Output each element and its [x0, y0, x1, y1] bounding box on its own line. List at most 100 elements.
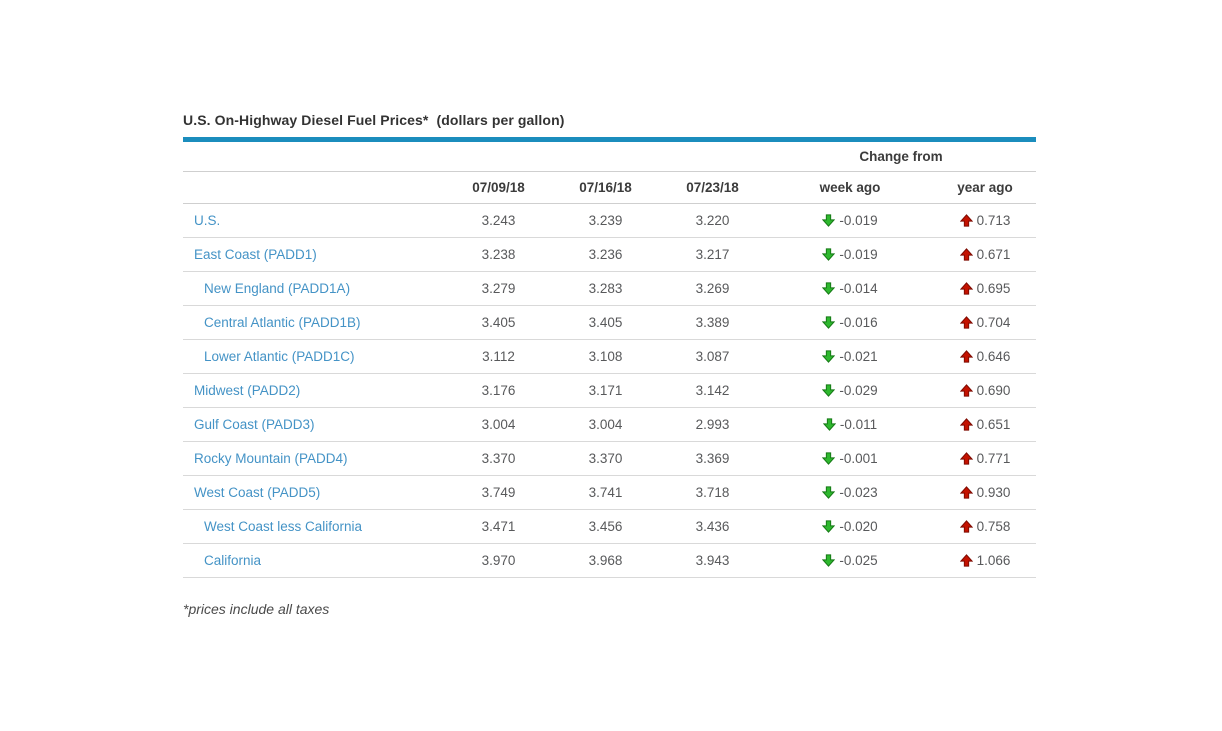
- down-arrow-icon: [822, 485, 836, 499]
- change-value: -0.014: [839, 280, 878, 296]
- up-arrow-icon: [959, 519, 973, 533]
- week-change-cell: -0.023: [766, 475, 934, 510]
- down-arrow-icon: [822, 213, 836, 227]
- up-arrow-icon: [959, 315, 973, 329]
- region-link[interactable]: Central Atlantic (PADD1B): [204, 314, 361, 330]
- diesel-price-table: Change from 07/09/18 07/16/18 07/23/18 w…: [183, 142, 1037, 578]
- up-arrow-icon: [959, 383, 973, 397]
- region-link[interactable]: East Coast (PADD1): [194, 246, 317, 262]
- region-cell: Central Atlantic (PADD1B): [183, 305, 445, 340]
- up-arrow-icon: [959, 213, 973, 227]
- price-cell: 3.176: [445, 373, 552, 408]
- region-link[interactable]: West Coast (PADD5): [194, 484, 321, 500]
- region-link[interactable]: Lower Atlantic (PADD1C): [204, 348, 355, 364]
- table-row: West Coast (PADD5) 3.749 3.741 3.718 -0.023 0…: [183, 475, 1037, 510]
- date-header: 07/23/18: [659, 171, 766, 204]
- change-value: -0.019: [839, 246, 878, 262]
- table-row: California 3.970 3.968 3.943 -0.025 1.066: [183, 543, 1037, 578]
- price-cell: 3.239: [552, 203, 659, 238]
- change-value: -0.025: [839, 552, 878, 568]
- price-cell: 3.741: [552, 475, 659, 510]
- down-arrow-icon: [822, 349, 836, 363]
- change-value: -0.011: [839, 416, 878, 432]
- change-value: 0.651: [976, 416, 1011, 432]
- change-value: 0.646: [976, 348, 1011, 364]
- region-cell: New England (PADD1A): [183, 271, 445, 306]
- page-title: U.S. On-Highway Diesel Fuel Prices* (doll…: [183, 112, 1036, 128]
- region-link[interactable]: U.S.: [194, 212, 221, 228]
- empty-header-cell: [552, 142, 659, 172]
- table-row: U.S. 3.243 3.239 3.220 -0.019 0.713: [183, 203, 1037, 238]
- region-cell: Lower Atlantic (PADD1C): [183, 339, 445, 374]
- change-value: 0.930: [976, 484, 1011, 500]
- price-cell: 3.217: [659, 237, 766, 272]
- price-cell: 3.171: [552, 373, 659, 408]
- price-cell: 3.370: [552, 441, 659, 476]
- table-row: Central Atlantic (PADD1B) 3.405 3.405 3.389…: [183, 305, 1037, 340]
- change-value: 0.704: [976, 314, 1011, 330]
- price-table-body: U.S. 3.243 3.239 3.220 -0.019 0.713 East Coast…: [183, 203, 1037, 578]
- change-value: -0.020: [839, 518, 878, 534]
- change-from-header-row: Change from: [183, 142, 1037, 172]
- year-change-cell: 0.651: [934, 407, 1037, 442]
- region-link[interactable]: West Coast less California: [204, 518, 363, 534]
- year-change-cell: 0.771: [934, 441, 1037, 476]
- price-cell: 3.142: [659, 373, 766, 408]
- year-change-cell: 1.066: [934, 543, 1037, 578]
- price-cell: 3.943: [659, 543, 766, 578]
- region-link[interactable]: New England (PADD1A): [204, 280, 351, 296]
- year-change-cell: 0.695: [934, 271, 1037, 306]
- date-header: 07/09/18: [445, 171, 552, 204]
- empty-header-cell: [183, 171, 445, 204]
- change-value: -0.016: [839, 314, 878, 330]
- up-arrow-icon: [959, 281, 973, 295]
- accent-divider-bar: [183, 137, 1036, 142]
- price-cell: 3.220: [659, 203, 766, 238]
- price-cell: 3.369: [659, 441, 766, 476]
- price-cell: 3.405: [445, 305, 552, 340]
- region-cell: West Coast (PADD5): [183, 475, 445, 510]
- region-cell: California: [183, 543, 445, 578]
- change-value: 0.671: [976, 246, 1011, 262]
- price-cell: 3.108: [552, 339, 659, 374]
- price-cell: 3.087: [659, 339, 766, 374]
- table-row: Lower Atlantic (PADD1C) 3.112 3.108 3.087 -0…: [183, 339, 1037, 374]
- change-value: 0.771: [976, 450, 1011, 466]
- table-row: Gulf Coast (PADD3) 3.004 3.004 2.993 -0.011 0…: [183, 407, 1037, 442]
- change-value: 0.690: [976, 382, 1011, 398]
- diesel-price-report: U.S. On-Highway Diesel Fuel Prices* (doll…: [183, 112, 1037, 617]
- change-value: -0.001: [839, 450, 878, 466]
- up-arrow-icon: [959, 247, 973, 261]
- price-cell: 3.970: [445, 543, 552, 578]
- week-change-cell: -0.001: [766, 441, 934, 476]
- region-link[interactable]: Rocky Mountain (PADD4): [194, 450, 348, 466]
- up-arrow-icon: [959, 417, 973, 431]
- region-cell: Midwest (PADD2): [183, 373, 445, 408]
- region-cell: U.S.: [183, 203, 445, 238]
- price-cell: 3.004: [445, 407, 552, 442]
- year-change-cell: 0.671: [934, 237, 1037, 272]
- price-cell: 3.718: [659, 475, 766, 510]
- down-arrow-icon: [822, 281, 836, 295]
- region-link[interactable]: Gulf Coast (PADD3): [194, 416, 315, 432]
- price-cell: 3.269: [659, 271, 766, 306]
- price-cell: 3.456: [552, 509, 659, 544]
- price-cell: 3.749: [445, 475, 552, 510]
- price-cell: 3.370: [445, 441, 552, 476]
- table-row: East Coast (PADD1) 3.238 3.236 3.217 -0.019 0…: [183, 237, 1037, 272]
- report-unit: (dollars per gallon): [436, 112, 565, 128]
- region-link[interactable]: California: [204, 552, 262, 568]
- down-arrow-icon: [822, 383, 836, 397]
- region-link[interactable]: Midwest (PADD2): [194, 382, 301, 398]
- year-change-cell: 0.930: [934, 475, 1037, 510]
- price-cell: 3.389: [659, 305, 766, 340]
- price-cell: 3.436: [659, 509, 766, 544]
- week-change-cell: -0.029: [766, 373, 934, 408]
- down-arrow-icon: [822, 315, 836, 329]
- up-arrow-icon: [959, 451, 973, 465]
- price-cell: 3.243: [445, 203, 552, 238]
- week-ago-header: week ago: [766, 171, 934, 204]
- region-cell: Gulf Coast (PADD3): [183, 407, 445, 442]
- up-arrow-icon: [959, 553, 973, 567]
- change-value: 0.695: [976, 280, 1011, 296]
